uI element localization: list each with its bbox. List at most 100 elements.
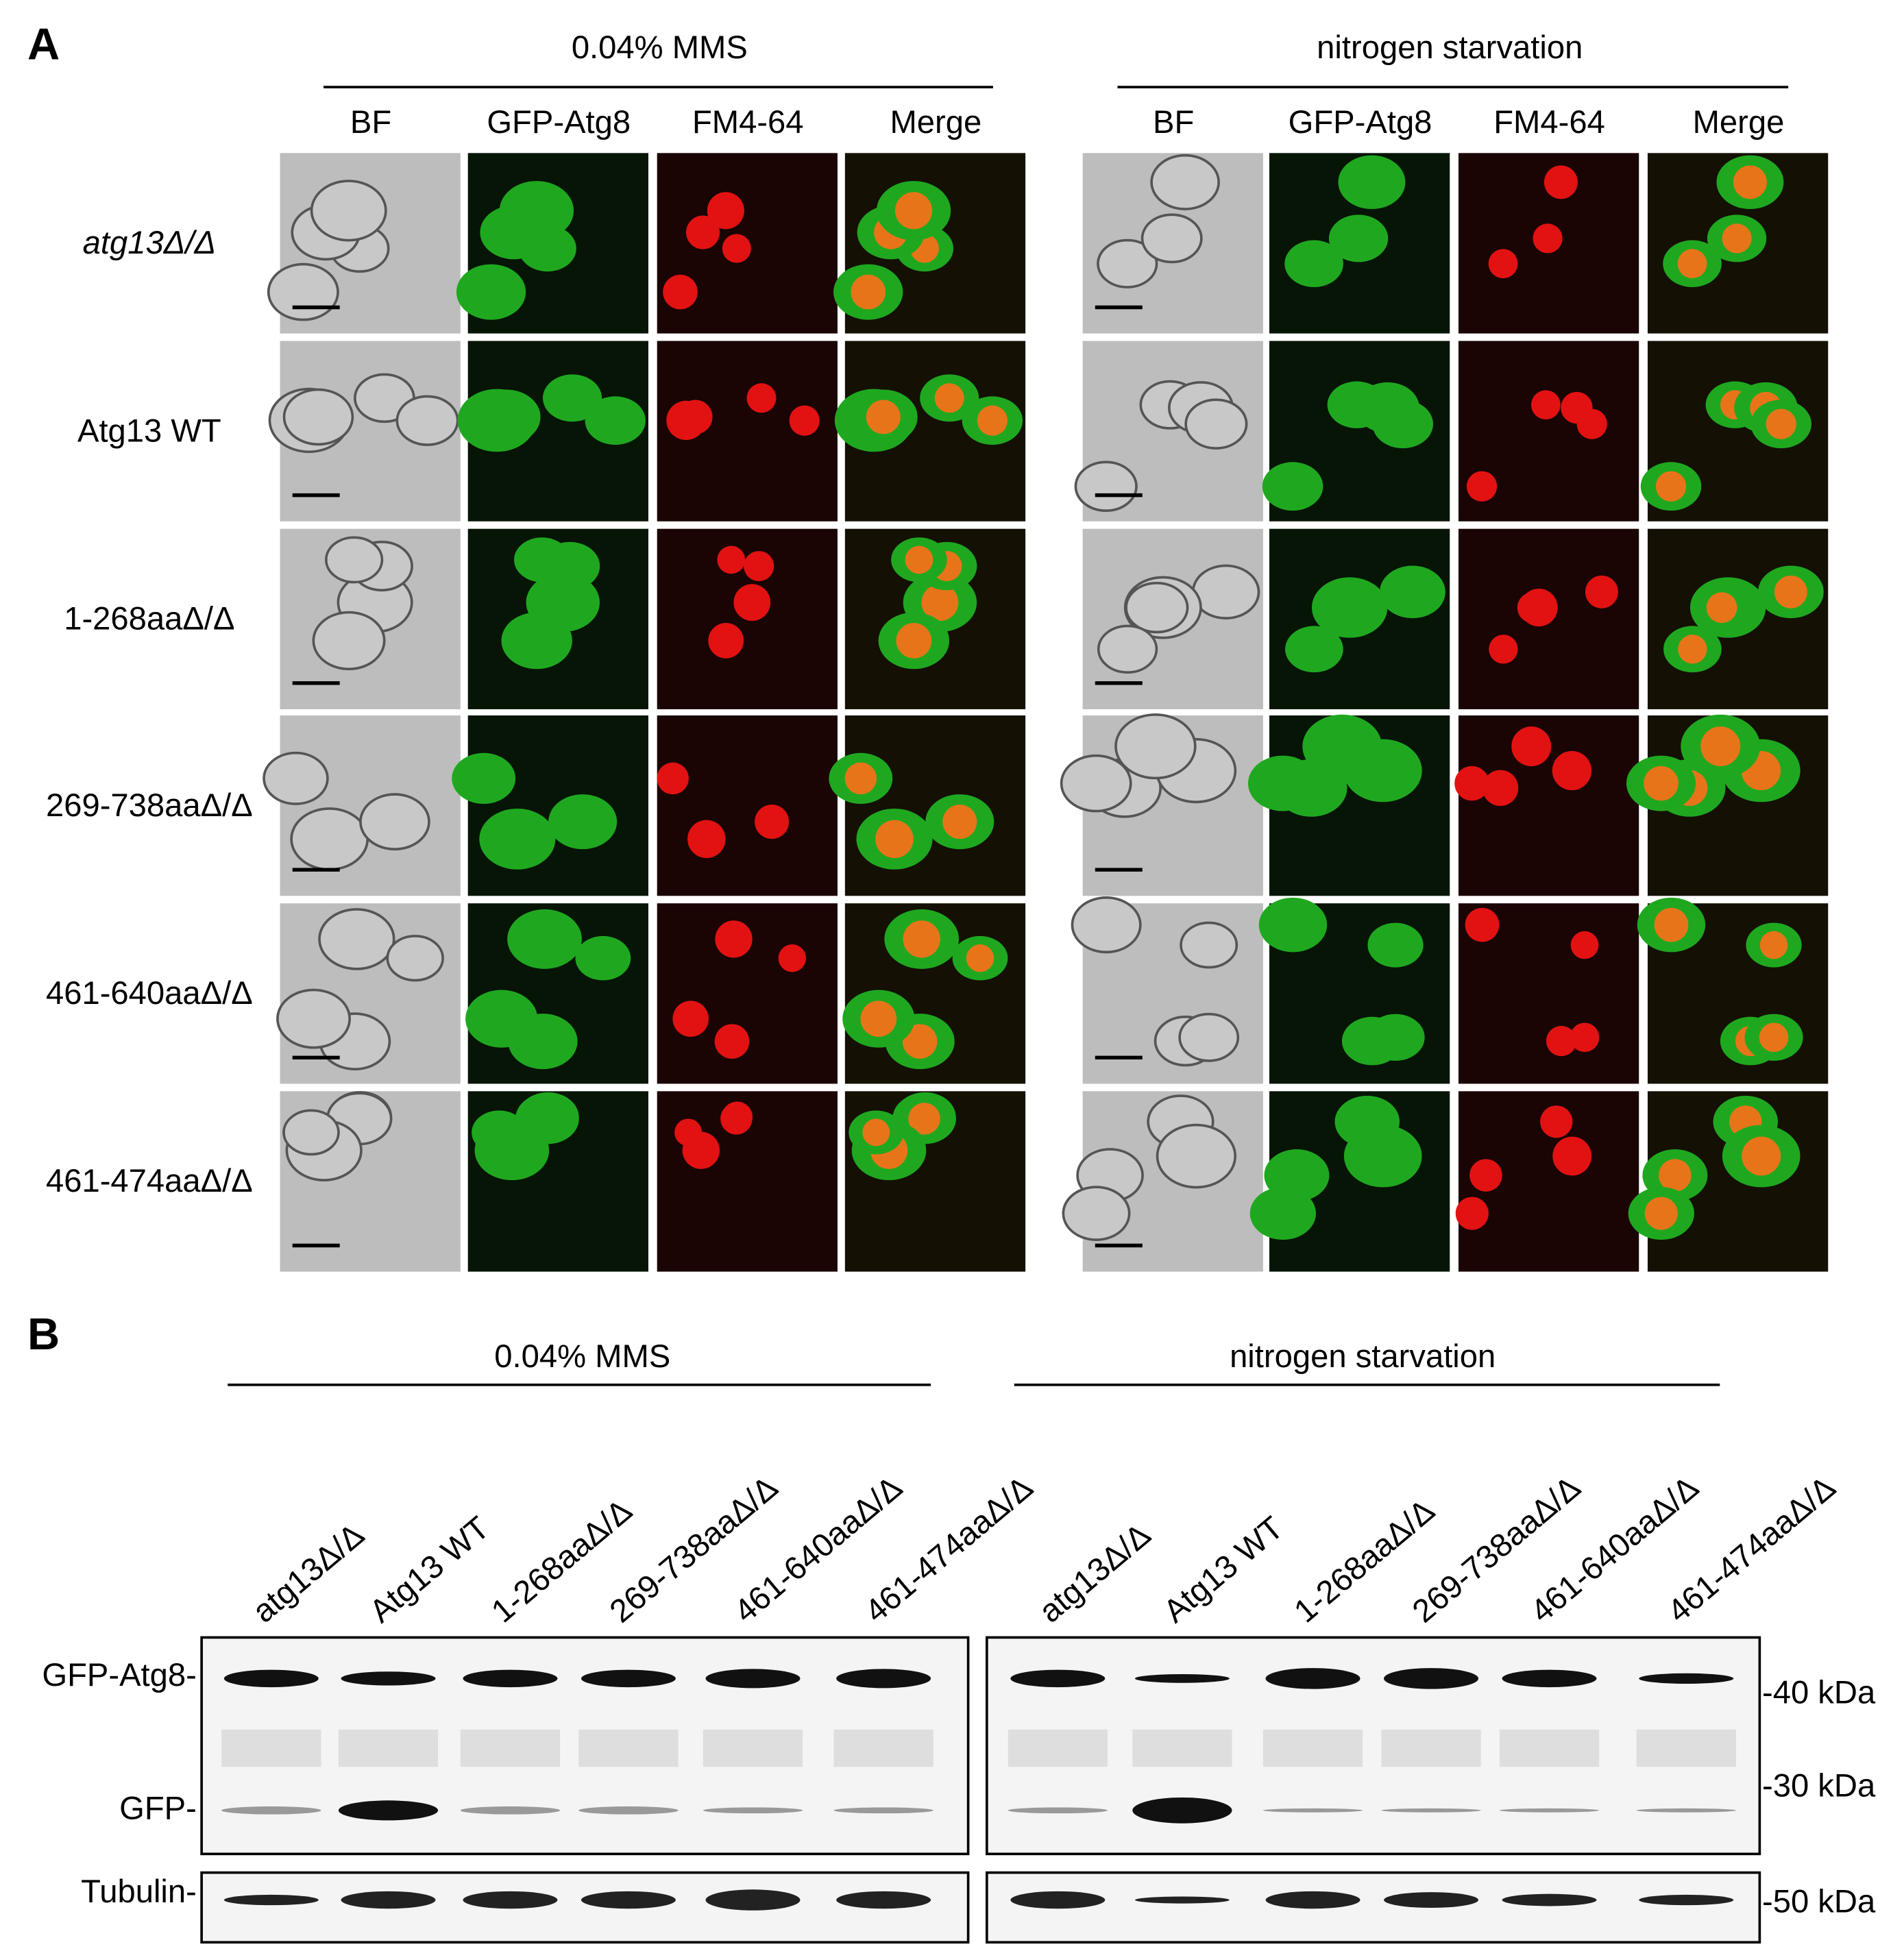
cell [1372, 400, 1433, 449]
micrograph [657, 903, 838, 1084]
cell [310, 180, 387, 242]
row-label: 1-268aaΔ/Δ [64, 600, 234, 637]
band [338, 1800, 439, 1821]
marker-label: -50 kDa [1762, 1883, 1876, 1919]
micrograph [1454, 715, 1639, 896]
vacuole [903, 920, 940, 958]
condition-title: nitrogen starvation [1317, 29, 1583, 66]
vacuole [1742, 1136, 1781, 1176]
cell [282, 1109, 340, 1156]
smear [221, 1729, 321, 1767]
band [1639, 1673, 1734, 1684]
cell [513, 537, 570, 582]
vacuole [1733, 165, 1767, 199]
channel-header: GFP-Atg8 [487, 104, 631, 140]
cell [1097, 624, 1158, 674]
band [1010, 1891, 1106, 1909]
micrograph [657, 341, 838, 522]
micrograph [1269, 528, 1450, 709]
micrograph [456, 153, 648, 334]
band [1502, 1669, 1597, 1688]
vacuole [1533, 223, 1563, 254]
vacuole [708, 623, 744, 659]
micrograph [268, 341, 461, 522]
vacuole [1654, 907, 1689, 942]
band [1502, 1893, 1597, 1906]
cell [1343, 1125, 1422, 1188]
micrograph [1647, 528, 1829, 709]
cell [276, 988, 351, 1049]
micrograph [452, 715, 648, 896]
smear [338, 1729, 439, 1767]
vacuole [1659, 1159, 1692, 1192]
vacuole [707, 192, 744, 230]
vacuole [908, 1103, 940, 1135]
vacuole [746, 383, 777, 413]
vacuole [657, 762, 689, 795]
panel-label: A [27, 19, 60, 69]
channel-header: Merge [890, 104, 982, 140]
micrograph [280, 528, 461, 709]
band [1132, 1797, 1232, 1824]
micrograph [829, 715, 1026, 896]
micrograph [1637, 897, 1829, 1084]
cell [472, 389, 541, 445]
vacuole [1517, 592, 1548, 624]
vacuole [844, 762, 877, 795]
cell [318, 908, 395, 970]
tile [657, 715, 838, 896]
cell [1184, 398, 1248, 450]
micrograph [280, 1091, 461, 1272]
cell [575, 935, 631, 981]
vacuole [1465, 907, 1500, 942]
cell [1140, 213, 1203, 264]
vacuole [789, 405, 820, 436]
band [1384, 1892, 1479, 1908]
cell [585, 396, 646, 445]
cell [1302, 714, 1382, 778]
band [578, 1806, 679, 1815]
micrograph [1074, 341, 1263, 522]
vacuole [663, 274, 698, 310]
micrograph [467, 528, 648, 709]
micrograph [457, 341, 648, 522]
vacuole [1546, 1026, 1577, 1057]
vacuole [1576, 408, 1607, 439]
blot [986, 1636, 1761, 1856]
condition-title: 0.04% MMS [572, 29, 748, 66]
band [836, 1891, 931, 1909]
vacuole [862, 1118, 890, 1146]
cell [1178, 1012, 1240, 1062]
vacuole [722, 234, 751, 263]
cell [479, 808, 556, 870]
vacuole [755, 805, 790, 839]
vacuole [678, 400, 713, 434]
vacuole [1644, 1197, 1678, 1230]
vacuole [744, 551, 774, 582]
vacuole [674, 1118, 703, 1146]
micrograph [657, 715, 838, 896]
vacuole [934, 383, 964, 413]
channel-header: Merge [1693, 104, 1785, 140]
cell [1125, 582, 1189, 634]
micrograph [1247, 714, 1450, 896]
micrograph [1458, 341, 1639, 522]
cell [1180, 921, 1238, 969]
band [223, 1894, 319, 1906]
cell [548, 794, 618, 850]
micrograph [842, 903, 1026, 1084]
band [341, 1671, 436, 1686]
vacuole [1466, 471, 1498, 502]
vacuole [1700, 726, 1741, 767]
cell [263, 751, 329, 805]
smear [460, 1729, 561, 1767]
blot [986, 1871, 1761, 1944]
vacuole [966, 944, 994, 972]
band [463, 1891, 558, 1909]
cell [1071, 896, 1142, 954]
vacuole [894, 192, 933, 230]
micrograph [1249, 1091, 1450, 1272]
vacuole [1759, 1022, 1789, 1053]
cell [1262, 462, 1323, 511]
